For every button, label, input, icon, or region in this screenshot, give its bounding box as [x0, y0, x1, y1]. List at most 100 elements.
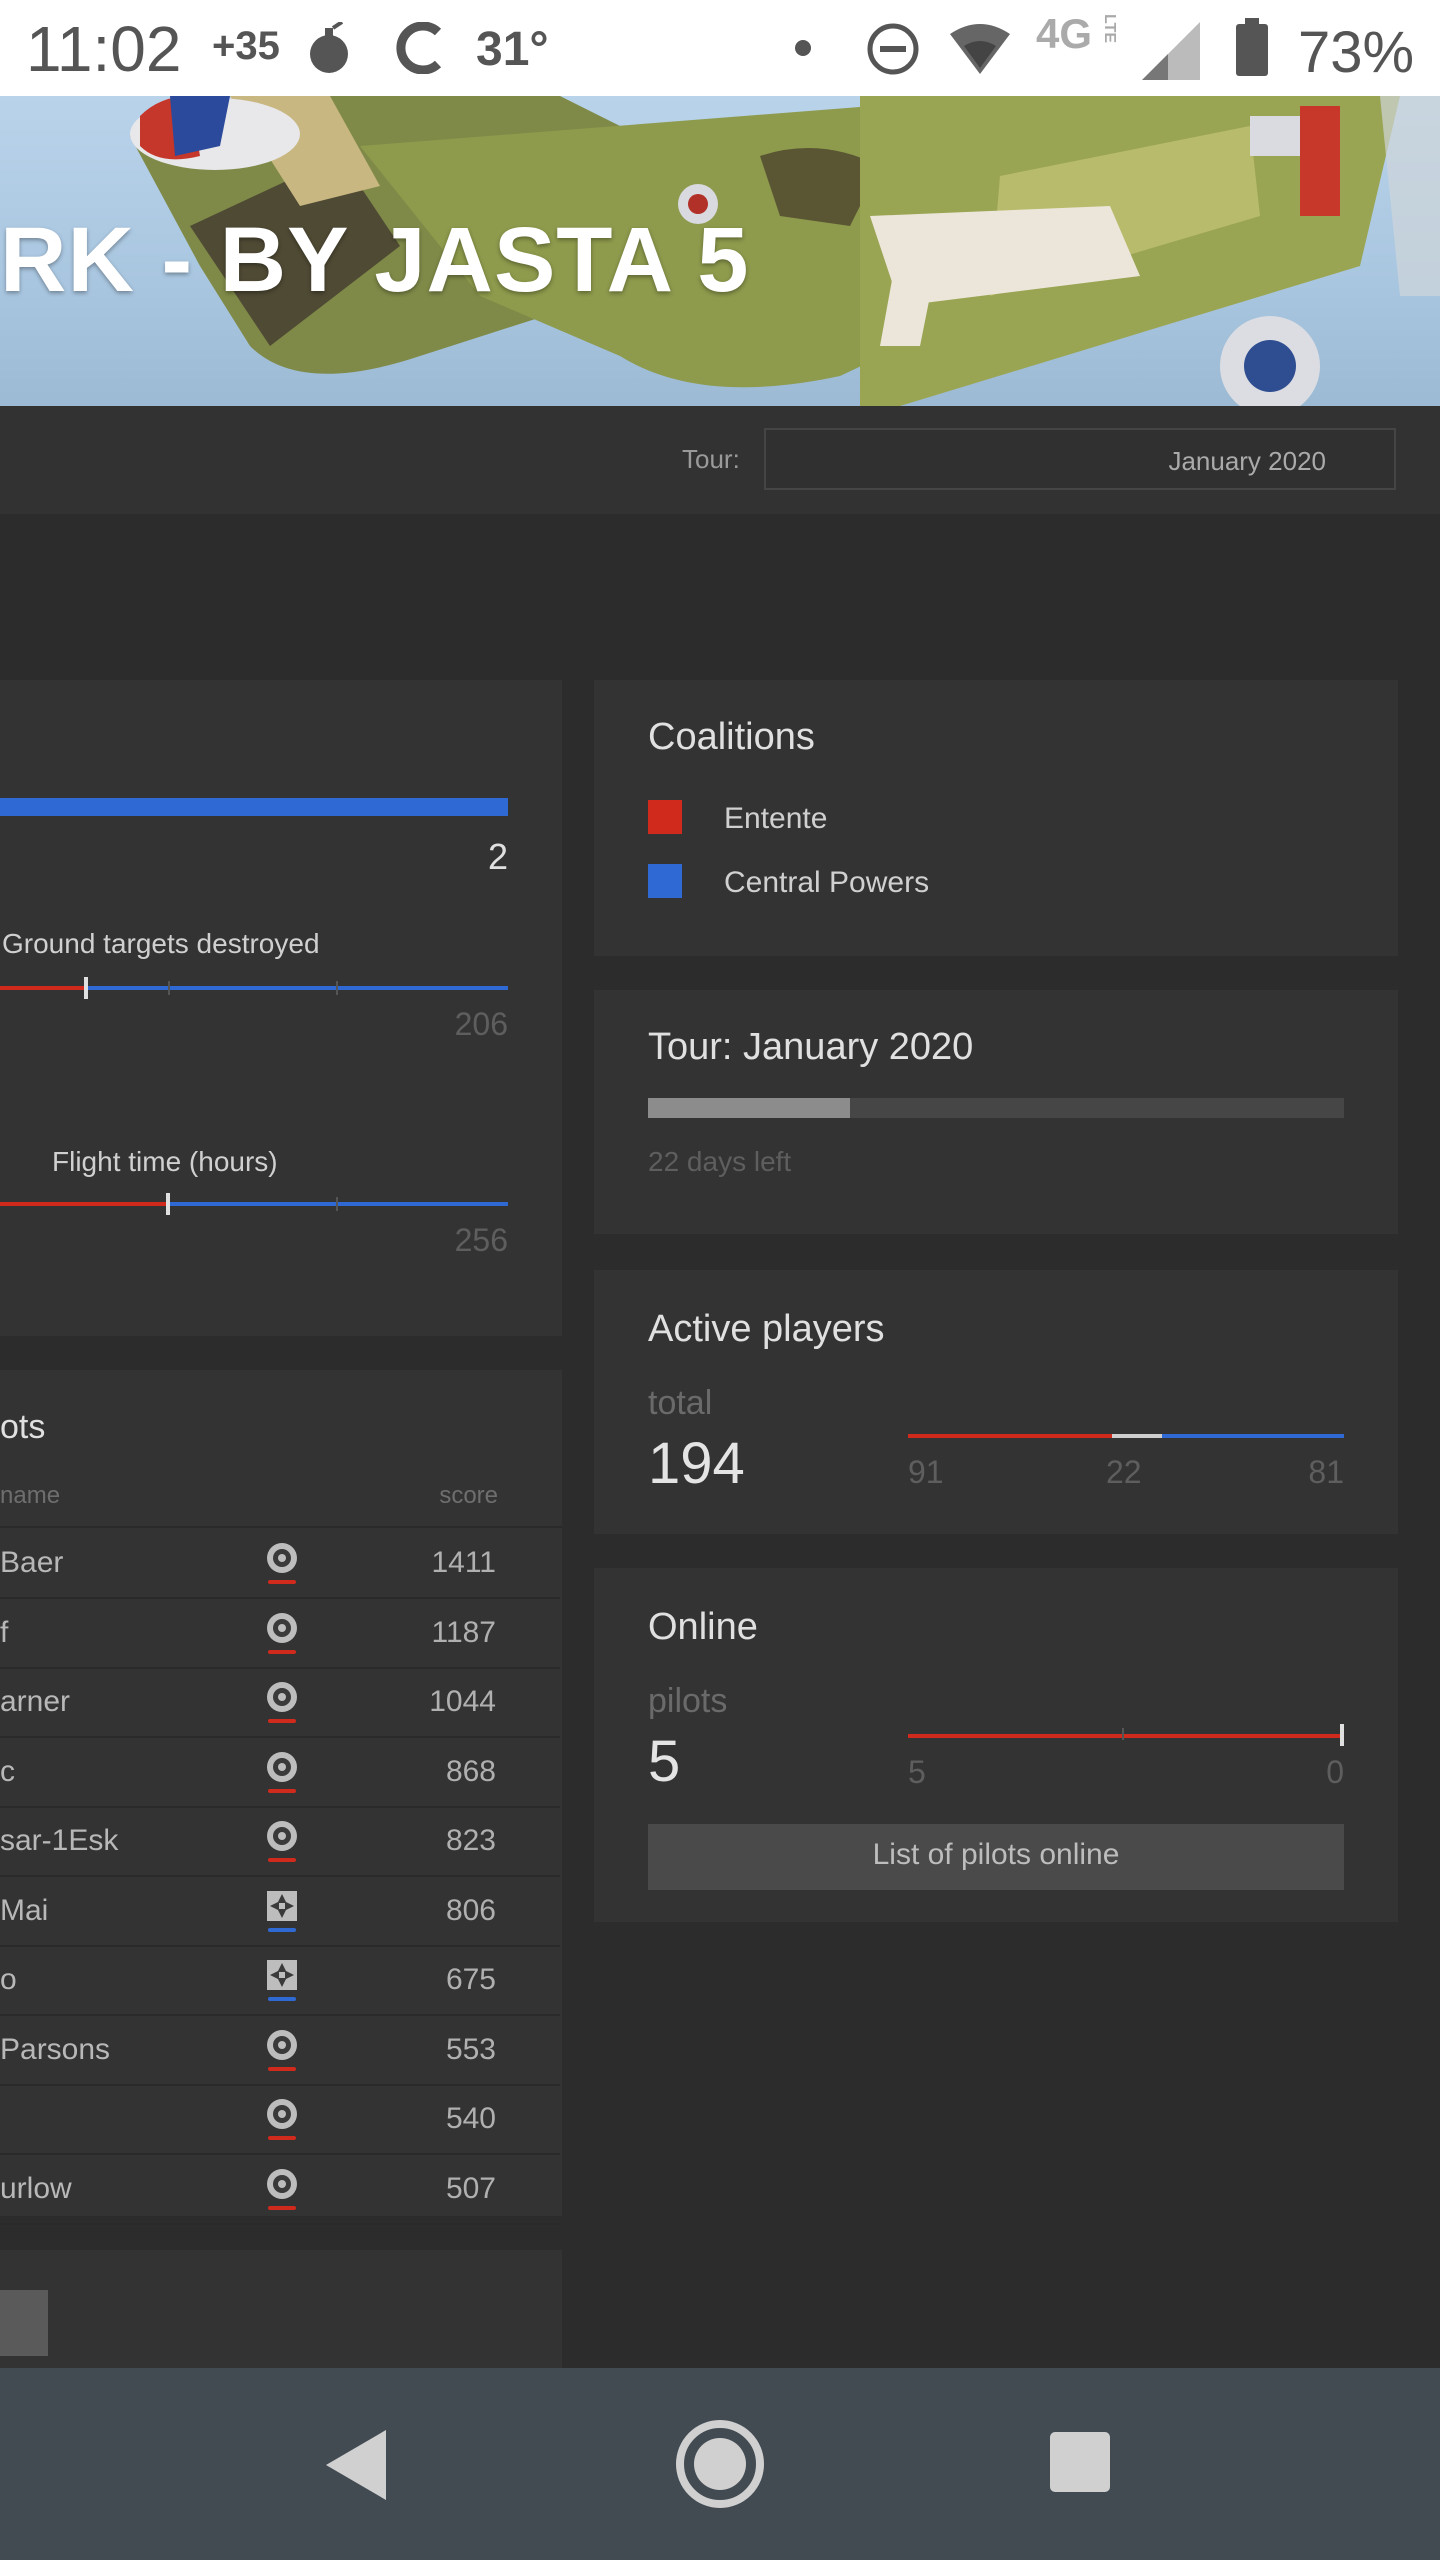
- pilot-score: 868: [445, 1754, 496, 1788]
- signal-icon: [1138, 18, 1204, 89]
- pilots-table-body: Baer 1411 f 1187 arner 1044 c 868 sar-1Esk 823 Mai…: [0, 1526, 562, 2225]
- pilot-name[interactable]: arner: [0, 1685, 71, 1718]
- entente-swatch: [648, 800, 682, 834]
- android-nav-bar: [0, 2368, 1440, 2560]
- table-row[interactable]: o 675: [0, 1945, 560, 2016]
- pilot-score: 675: [445, 1963, 496, 1996]
- ground-targets-bar: [0, 977, 508, 999]
- home-icon[interactable]: [674, 2418, 766, 2515]
- tour-panel-title: Tour: January 2020: [648, 1026, 974, 1068]
- pilots-col-score: score: [439, 1482, 498, 1509]
- coalition-underline: [268, 2205, 296, 2210]
- tour-select[interactable]: January 2020: [764, 428, 1396, 490]
- online-entente: 5: [908, 1754, 926, 1790]
- coalition-underline: [268, 1788, 296, 1793]
- tour-progress-fill: [648, 1098, 850, 1118]
- weather-temp: 31°: [476, 23, 549, 76]
- pilot-name[interactable]: o: [0, 1963, 17, 1996]
- pilot-score: 1411: [431, 1546, 496, 1579]
- coalition-underline: [268, 1580, 296, 1584]
- pilot-name[interactable]: c: [0, 1754, 15, 1788]
- tour-select-value: January 2020: [1168, 446, 1326, 476]
- online-panel: Online pilots 5 5 0 List of pilots onlin…: [594, 1568, 1398, 1922]
- tour-filter-label: Tour:: [682, 444, 740, 474]
- central-powers-label: Central Powers: [724, 866, 930, 899]
- table-row[interactable]: Parsons 553: [0, 2015, 560, 2086]
- online-bar: [908, 1724, 1344, 1746]
- active-players-neutral: 22: [1106, 1454, 1142, 1490]
- battery-percent: 73%: [1298, 20, 1415, 85]
- active-players-central: 81: [1308, 1454, 1344, 1490]
- pilot-score: 806: [445, 1893, 496, 1927]
- central-powers-swatch: [648, 864, 682, 898]
- table-row[interactable]: Baer 1411: [0, 1528, 560, 1599]
- table-row[interactable]: 540: [0, 2084, 560, 2155]
- roundel-icon: [266, 2029, 298, 2061]
- coalition-underline: [268, 1997, 296, 2001]
- coalitions-title: Coalitions: [648, 716, 815, 758]
- coalitions-panel: Coalitions Entente Central Powers: [594, 680, 1398, 956]
- pilot-score: 507: [445, 2171, 496, 2205]
- active-players-total: 194: [648, 1431, 745, 1496]
- iron-cross-icon: [266, 1890, 298, 1922]
- roundel-icon: [266, 1751, 298, 1783]
- network-subtype: LTE: [1101, 14, 1118, 44]
- table-row[interactable]: arner 1044: [0, 1667, 560, 1738]
- overview-top-value: 2: [487, 836, 508, 877]
- recents-icon[interactable]: [1048, 2430, 1112, 2499]
- entente-label: Entente: [724, 802, 828, 835]
- pilot-name[interactable]: sar-1Esk: [0, 1824, 119, 1857]
- tour-filter-bar: Tour: January 2020: [0, 406, 1440, 514]
- table-row[interactable]: f 1187: [0, 1598, 560, 1669]
- pilot-score: 823: [445, 1824, 496, 1857]
- tour-panel: Tour: January 2020 22 days left: [594, 990, 1398, 1234]
- coalition-underline: [268, 1719, 296, 1723]
- coalition-underline: [268, 1649, 296, 1654]
- notification-temp-badge: +35: [212, 24, 280, 68]
- online-count: 5: [648, 1729, 681, 1794]
- left-bottom-panel: [0, 2250, 562, 2368]
- coalition-underline: [268, 1858, 296, 1862]
- active-players-title: Active players: [648, 1308, 885, 1350]
- pilot-score: 1187: [431, 1615, 496, 1649]
- pilots-col-name: name: [0, 1482, 61, 1509]
- roundel-icon: [266, 1681, 298, 1713]
- active-players-panel: Active players total 194 91 22 81: [594, 1270, 1398, 1534]
- back-icon[interactable]: [322, 2428, 388, 2507]
- roundel-icon: [266, 2098, 298, 2130]
- tour-progress-bar: [648, 1098, 1344, 1118]
- wifi-icon: [948, 20, 1012, 81]
- battery-icon: [1234, 18, 1270, 83]
- coalition-underline: [268, 2136, 296, 2140]
- pilot-name[interactable]: Parsons: [0, 2032, 111, 2066]
- online-label: pilots: [648, 1682, 728, 1720]
- pilot-score: 540: [445, 2102, 496, 2135]
- table-row[interactable]: urlow 507: [0, 2154, 560, 2225]
- pilot-name[interactable]: Baer: [0, 1546, 64, 1579]
- list-pilots-online-button[interactable]: List of pilots online: [648, 1824, 1344, 1890]
- left-bottom-button[interactable]: [0, 2290, 48, 2356]
- roundel-icon: [266, 2168, 298, 2200]
- pilot-name[interactable]: Mai: [0, 1893, 49, 1927]
- network-type: 4G: [1036, 10, 1093, 57]
- roundel-icon: [266, 1820, 298, 1852]
- online-title: Online: [648, 1606, 758, 1648]
- bomb-icon: [306, 20, 352, 81]
- pilot-name[interactable]: urlow: [0, 2171, 72, 2205]
- ground-targets-value: 206: [454, 1006, 508, 1042]
- overview-stats-panel: 2 Ground targets destroyed 206 Flight ti…: [0, 680, 562, 1336]
- pilot-name[interactable]: f: [0, 1615, 9, 1649]
- active-players-bar: [908, 1434, 1344, 1438]
- status-time: 11:02: [26, 13, 182, 85]
- table-row[interactable]: c 868: [0, 1737, 560, 1808]
- flight-time-label: Flight time (hours): [52, 1146, 278, 1177]
- roundel-icon: [266, 1612, 298, 1644]
- pilot-score: 553: [445, 2032, 496, 2066]
- table-row[interactable]: Mai 806: [0, 1876, 560, 1947]
- active-players-label: total: [648, 1384, 713, 1422]
- table-row[interactable]: sar-1Esk 823: [0, 1806, 560, 1877]
- flight-time-bar: [0, 1193, 508, 1215]
- tour-days-left: 22 days left: [648, 1146, 792, 1177]
- page-title: RK - BY JASTA 5: [0, 209, 750, 311]
- coalition-underline: [268, 2066, 296, 2071]
